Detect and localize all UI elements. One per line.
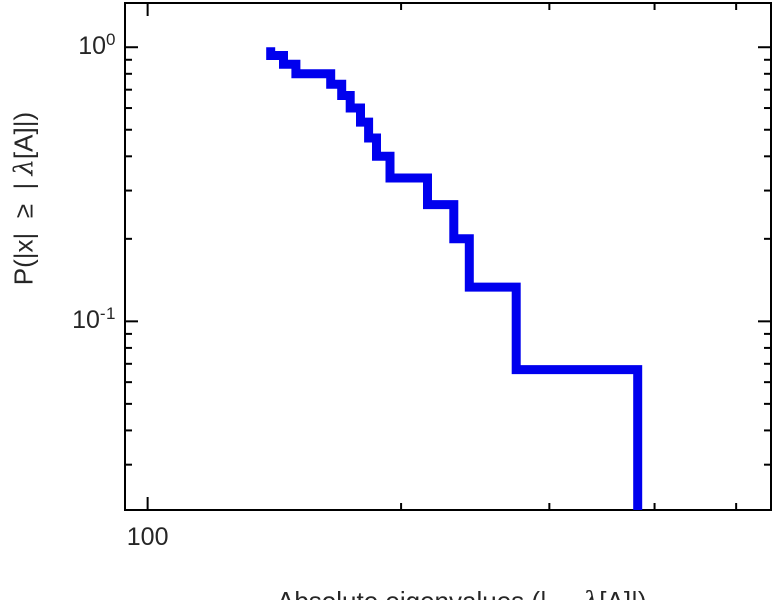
y-tick-exponent: -1	[99, 304, 116, 324]
x-title-text-pre: Absolute eigenvalues (|	[277, 586, 547, 600]
x-axis-title: Absolute eigenvalues (| λ[A]|)	[250, 555, 647, 600]
y-title-text-mid: |	[8, 175, 39, 204]
y-title-text-pre: P(|x|	[8, 218, 39, 286]
y-title-text-post: [A]|)	[8, 111, 39, 160]
ccdf-staircase-line	[266, 47, 643, 510]
y-tick-base: 10	[78, 32, 107, 61]
x-title-text-post: [A]|)	[599, 586, 646, 600]
y-tick-label-1e-1: 10-1	[72, 304, 116, 335]
y-tick-exponent: 0	[106, 29, 116, 49]
lambda-symbol: λ	[583, 587, 599, 600]
y-tick-label-1e0: 100	[78, 30, 116, 61]
x-tick-label-100: 100	[126, 523, 169, 551]
lambda-symbol: λ	[9, 159, 40, 176]
y-tick-base: 10	[72, 306, 100, 335]
y-axis-title: P(|x| ≥ | λ[A]|)	[0, 112, 71, 314]
geq-symbol: ≥	[8, 203, 39, 219]
